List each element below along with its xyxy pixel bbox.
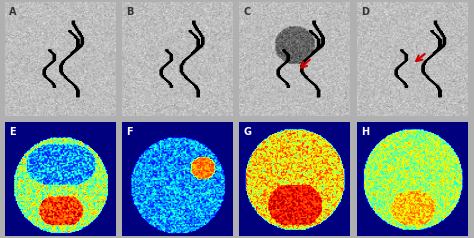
Text: D: D [361, 7, 369, 17]
Text: E: E [9, 127, 16, 137]
Text: F: F [127, 127, 133, 137]
Text: B: B [127, 7, 134, 17]
Text: C: C [244, 7, 251, 17]
Text: G: G [244, 127, 252, 137]
Text: A: A [9, 7, 17, 17]
Text: H: H [361, 127, 369, 137]
